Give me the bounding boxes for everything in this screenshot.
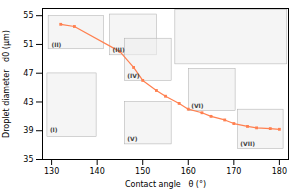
- svg-text:55: 55: [23, 11, 33, 20]
- svg-text:170: 170: [226, 167, 241, 176]
- svg-text:(III): (III): [112, 46, 124, 53]
- svg-text:(VI): (VI): [191, 102, 204, 109]
- svg-text:35: 35: [23, 155, 33, 164]
- svg-text:160: 160: [181, 167, 196, 176]
- svg-text:130: 130: [44, 167, 59, 176]
- svg-text:(I): (I): [50, 126, 58, 133]
- svg-text:51: 51: [23, 40, 33, 49]
- svg-text:43: 43: [23, 98, 33, 107]
- svg-text:(IV): (IV): [127, 72, 140, 79]
- svg-text:180: 180: [272, 167, 287, 176]
- svg-text:39: 39: [23, 126, 33, 135]
- svg-text:Contact angle θ (°): Contact angle θ (°): [125, 180, 206, 189]
- svg-text:(II): (II): [51, 41, 61, 48]
- svg-text:140: 140: [90, 167, 105, 176]
- svg-text:47: 47: [23, 69, 33, 78]
- svg-text:(VII): (VII): [240, 140, 255, 147]
- svg-text:150: 150: [135, 167, 150, 176]
- svg-text:(V): (V): [127, 135, 137, 142]
- svg-text:Droplet diameter d0 (μm): Droplet diameter d0 (μm): [2, 30, 11, 138]
